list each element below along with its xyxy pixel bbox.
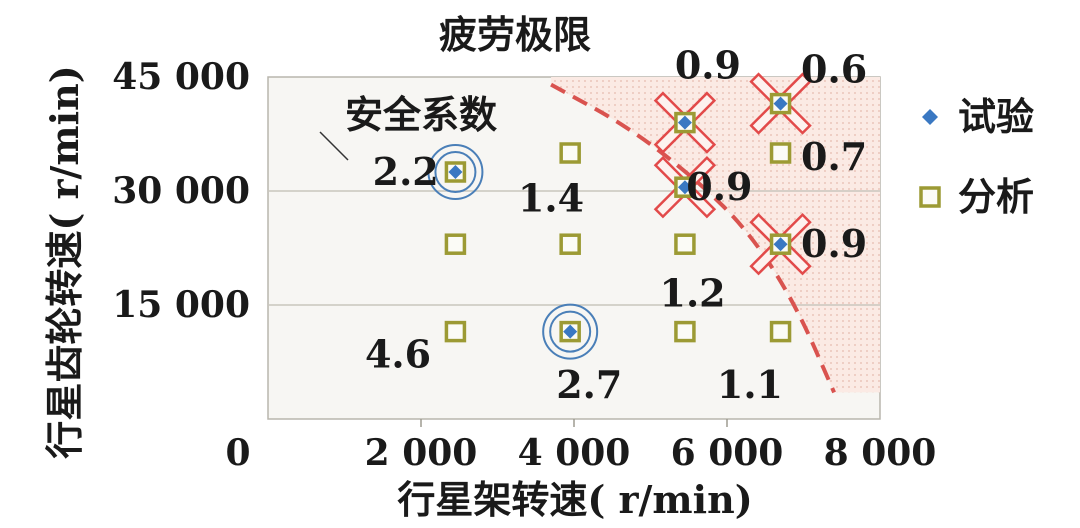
annotation-label: 0.6	[801, 46, 867, 91]
safe-markers	[427, 144, 599, 360]
y-axis-title: 行星齿轮转速( r/min)	[42, 65, 87, 458]
x-tick-label: 6 000	[671, 432, 784, 474]
annotation-label: 0.9	[686, 164, 752, 209]
annotation-label: 1.4	[518, 176, 584, 221]
annotation-label: 安全系数	[345, 92, 497, 137]
x-tick-label: 4 000	[518, 432, 631, 474]
y-tick-labels: 15 000 30 000 45 000	[112, 56, 250, 326]
analysis-point	[769, 142, 792, 164]
x-tick-labels: 0 2 000 4 000 6 000 8 000	[225, 432, 936, 474]
legend-label: 试验	[958, 94, 1034, 139]
test-point	[773, 237, 788, 252]
safe-marker-outer	[542, 303, 599, 360]
test-point	[677, 115, 692, 130]
analysis-point	[559, 233, 581, 255]
safe-marker-inner	[434, 151, 477, 193]
annotation-label: 1.1	[717, 362, 783, 407]
danger-zone-texture	[551, 77, 880, 393]
annotation-label: 2.7	[556, 362, 622, 407]
legend-diamond-marker	[922, 109, 938, 125]
x-tick-label: 0	[225, 432, 250, 474]
x-tick-label: 8 000	[824, 432, 937, 474]
danger-zone	[551, 77, 880, 393]
test-point	[773, 96, 788, 111]
x-axis-title: 行星架转速( r/min)	[397, 477, 752, 522]
annotation-label: 4.6	[365, 331, 431, 376]
analysis-point	[559, 142, 581, 164]
safe-marker-outer	[427, 144, 484, 200]
y-tick-label: 15 000	[112, 284, 250, 326]
annotation-label: 2.2	[373, 149, 439, 194]
annotation-label: 1.2	[660, 271, 726, 316]
test-point	[677, 180, 692, 195]
analysis-point	[444, 320, 467, 343]
analysis-point	[769, 320, 792, 343]
annotation-leader	[319, 131, 349, 161]
safe-marker-inner	[549, 310, 592, 353]
annotation-label: 0.7	[801, 134, 867, 179]
test-point	[448, 165, 463, 179]
y-tick-label: 45 000	[112, 56, 250, 98]
safety-factor-labels: 安全系数 2.2 1.4 0.9 0.9 0.6 0.7 0.9 1.2 4.6 2.7 1.1	[319, 43, 867, 407]
analysis-point	[674, 320, 696, 343]
y-tick-label: 30 000	[112, 170, 250, 212]
data-points	[444, 92, 792, 343]
fatigue-limit-line	[550, 82, 836, 394]
test-point	[563, 324, 578, 339]
annotation-label: 0.9	[801, 221, 867, 266]
fatigue-limit-label: 疲劳极限	[439, 12, 591, 57]
analysis-point	[444, 233, 467, 255]
annotation-label: 0.9	[675, 43, 741, 88]
analysis-point	[674, 233, 696, 255]
x-tick-label: 2 000	[365, 432, 478, 474]
legend-square-marker	[919, 186, 941, 208]
legend-label: 分析	[958, 174, 1034, 219]
fatigue-limit-curve	[550, 82, 836, 394]
